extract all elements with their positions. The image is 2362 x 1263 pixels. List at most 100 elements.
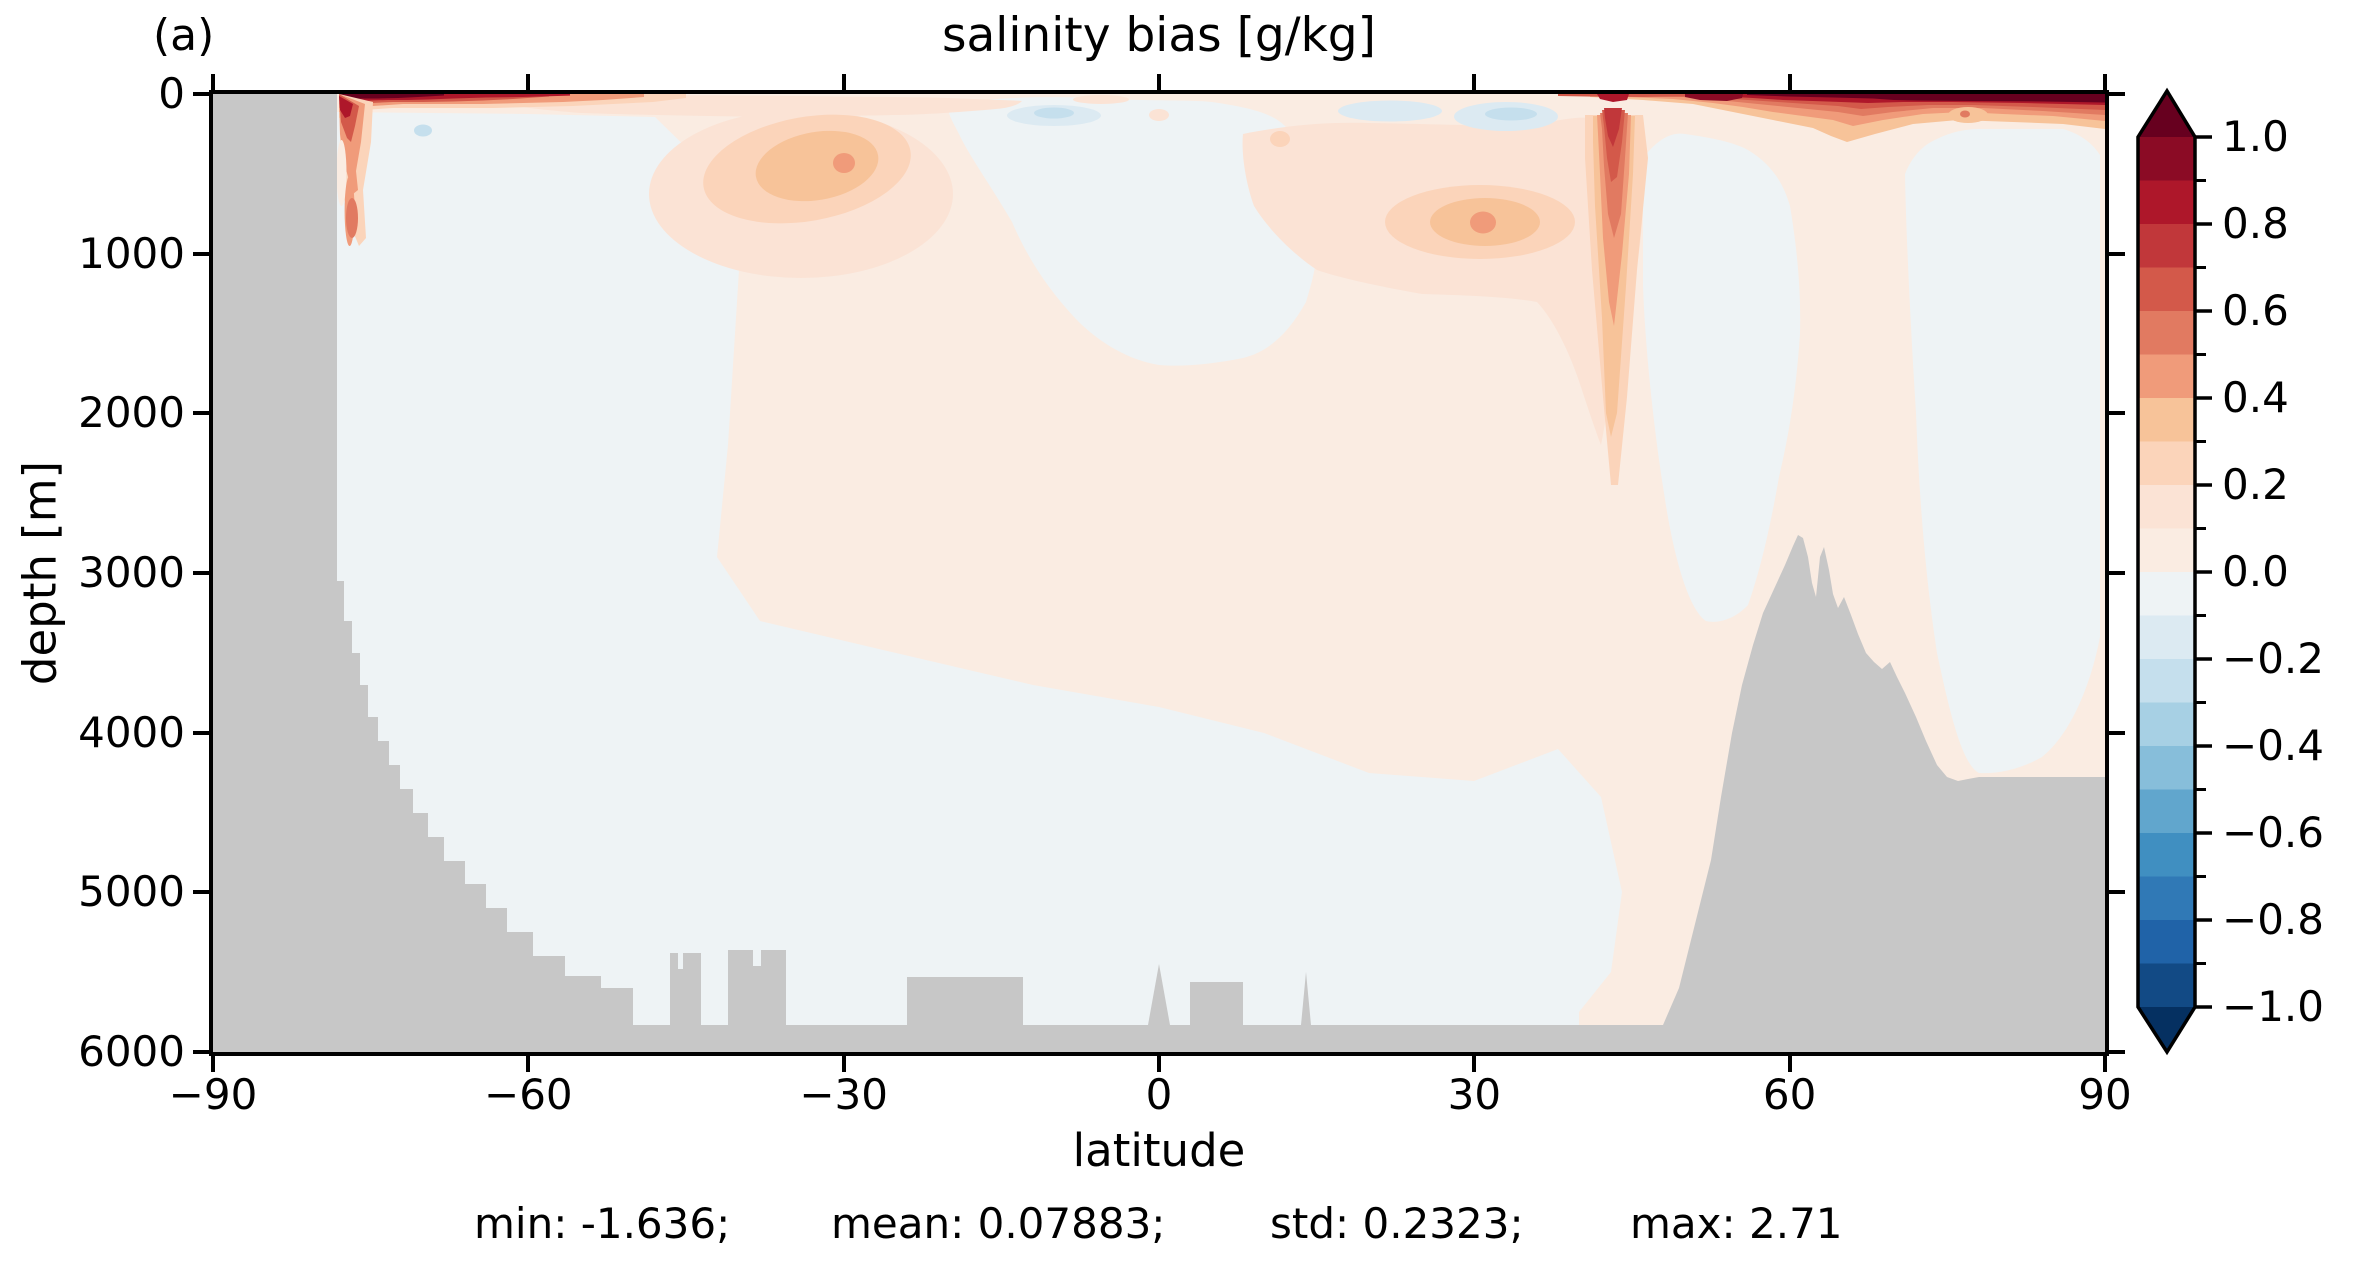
y-tick-label: 3000 xyxy=(78,548,185,597)
colorbar-band xyxy=(2138,789,2195,834)
y-tick-mark xyxy=(193,92,209,96)
y-tick-mark xyxy=(193,890,209,895)
x-tick-label: 90 xyxy=(2078,1070,2132,1119)
x-tick-mark xyxy=(2103,1056,2107,1072)
x-tick-label: −60 xyxy=(484,1070,573,1119)
contour-fresh-column-arctic xyxy=(1905,129,2100,774)
contour-surface-peach-dot xyxy=(1149,109,1169,121)
x-tick-label: −30 xyxy=(799,1070,888,1119)
colorbar-band xyxy=(2138,659,2195,703)
x-axis-label: latitude xyxy=(1072,1124,1246,1177)
y-tick-label: 6000 xyxy=(78,1027,185,1076)
y-tick-mark xyxy=(193,411,209,416)
axes-spines xyxy=(209,90,2109,1056)
colorbar-tick-label: −0.8 xyxy=(2222,895,2324,944)
contour-deep-fresh-region xyxy=(337,112,1622,1052)
y-tick-mark-right xyxy=(2109,571,2125,575)
x-tick-mark xyxy=(1157,1056,1161,1072)
contour-fresh-patch-2 xyxy=(1338,100,1442,122)
colorbar-tick-label: 0.4 xyxy=(2222,373,2289,422)
colorbar-band xyxy=(2138,485,2195,529)
panel-label: (a) xyxy=(153,10,215,61)
x-tick-mark-top xyxy=(1472,74,1477,90)
bathymetry-seamount-f xyxy=(1301,972,1311,1025)
colorbar-tick-label: −1.0 xyxy=(2222,982,2324,1031)
colorbar-band xyxy=(2138,354,2195,399)
x-tick-mark-top xyxy=(2103,74,2107,90)
colorbar-tick-label: 0.8 xyxy=(2222,199,2289,248)
x-tick-label: −90 xyxy=(168,1070,258,1119)
colorbar-band xyxy=(2138,398,2195,442)
colorbar-tick-label: 0.6 xyxy=(2222,286,2289,335)
contour-south-blob-core xyxy=(833,153,855,173)
y-tick-mark-right xyxy=(2109,890,2125,895)
colorbar xyxy=(2136,87,2212,1056)
x-tick-mark xyxy=(1472,1056,1477,1072)
contour-plume-core xyxy=(1604,108,1622,147)
stat-min: min: -1.636; xyxy=(474,1199,731,1248)
stat-std: std: 0.2323; xyxy=(1270,1199,1524,1248)
contour-fresh-dot-south xyxy=(414,124,432,137)
bathymetry-northern-ridge xyxy=(1663,535,2105,1025)
x-tick-mark xyxy=(1787,1056,1792,1072)
bathymetry-seamount-a xyxy=(670,953,701,1025)
contour-south-blob-inner xyxy=(755,130,879,202)
y-tick-mark-right xyxy=(2109,1050,2125,1054)
bathymetry-seamount-b xyxy=(728,950,786,1025)
colorbar-band xyxy=(2138,180,2195,225)
colorbar-band xyxy=(2138,528,2195,573)
x-tick-label: 30 xyxy=(1447,1070,1502,1119)
colorbar-band xyxy=(2138,746,2195,790)
x-tick-mark-top xyxy=(1157,74,1161,90)
colorbar-tick-label: 1.0 xyxy=(2222,112,2289,161)
colorbar-band xyxy=(2138,224,2195,268)
y-tick-label: 2000 xyxy=(78,388,185,438)
colorbar-band xyxy=(2138,572,2195,616)
y-tick-mark-right xyxy=(2109,92,2125,96)
contour-antarctic-strip-core xyxy=(339,94,444,100)
colorbar-tick-label: 0.2 xyxy=(2222,460,2289,509)
colorbar-outline xyxy=(2136,87,2197,1056)
colorbar-band xyxy=(2138,267,2195,312)
x-tick-mark xyxy=(211,1056,215,1072)
y-tick-mark-right xyxy=(2109,411,2125,416)
contour-fresh-patch-1-core xyxy=(1034,107,1074,119)
contour-coastal-pale-sliver xyxy=(336,140,347,206)
y-tick-label: 4000 xyxy=(78,707,185,757)
bathymetry-sea-floor xyxy=(213,1025,2105,1052)
contour-equatorial-fresh-tongue xyxy=(948,97,1318,366)
x-tick-mark xyxy=(526,1056,531,1072)
contour-north-blob-core xyxy=(1470,211,1496,234)
bathymetry-antarctic-shelf xyxy=(213,94,633,1025)
contour-coastal-col-core xyxy=(339,96,353,118)
contour-coastal-orange-blob xyxy=(346,198,358,238)
x-tick-mark-top xyxy=(211,74,215,90)
contour-fresh-column-north xyxy=(1643,133,1801,622)
x-tick-mark-top xyxy=(841,74,846,90)
colorbar-band xyxy=(2138,876,2195,921)
colorbar-tick-label: 0.0 xyxy=(2222,547,2289,596)
x-tick-label: 60 xyxy=(1762,1070,1817,1119)
colorbar-band xyxy=(2138,963,2195,1008)
plot-title: salinity bias [g/kg] xyxy=(942,8,1376,63)
colorbar-ticks xyxy=(2195,135,2212,1009)
colorbar-band xyxy=(2138,441,2195,486)
contour-surface-peach-sliver xyxy=(1073,95,1129,104)
colorbar-tick-label: −0.6 xyxy=(2222,808,2324,857)
x-tick-label: 0 xyxy=(1145,1070,1173,1119)
colorbar-band xyxy=(2138,311,2195,355)
colorbar-tick-label: −0.4 xyxy=(2222,721,2324,770)
y-tick-mark xyxy=(193,571,209,575)
colorbar-band xyxy=(2138,615,2195,660)
contour-surface-dark-blob xyxy=(1685,94,1743,101)
bathymetry-seamount-e xyxy=(1190,982,1243,1025)
y-tick-mark xyxy=(193,1050,209,1054)
x-tick-mark-top xyxy=(526,74,531,90)
contour-subcap-orange-dot xyxy=(1960,110,1970,118)
bathymetry-seamount-c xyxy=(907,977,1023,1025)
colorbar-over-arrow xyxy=(2138,91,2195,137)
colorbar-band xyxy=(2138,137,2195,181)
colorbar-band xyxy=(2138,702,2195,747)
contour-fresh-patch-3-core xyxy=(1485,107,1537,121)
